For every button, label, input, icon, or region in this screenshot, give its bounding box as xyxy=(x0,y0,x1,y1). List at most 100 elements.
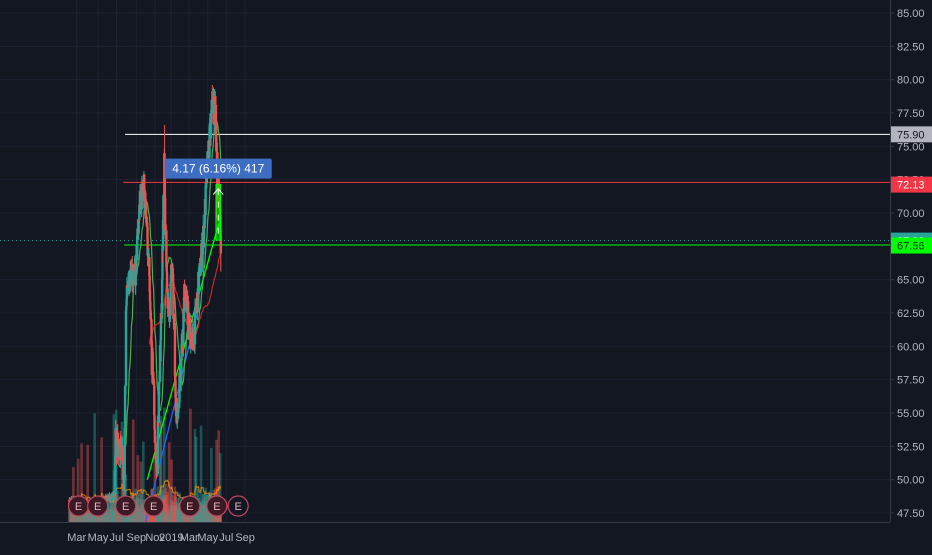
volume-bar xyxy=(80,510,84,522)
candle-body xyxy=(193,309,197,345)
volume-bar xyxy=(131,513,135,522)
volume-bar xyxy=(173,505,177,522)
volume-bar xyxy=(69,506,73,522)
volume-bar xyxy=(68,502,71,522)
earnings-marker-label: E xyxy=(122,501,129,513)
candle-body xyxy=(180,360,183,381)
volume-bar xyxy=(205,509,209,522)
time-axis-label: Sep xyxy=(127,532,147,544)
volume-bar xyxy=(164,509,167,522)
candle-body xyxy=(123,427,126,481)
candle-body xyxy=(137,219,140,234)
price-axis-tick-label: 77.50 xyxy=(897,108,925,120)
volume-bar xyxy=(171,502,175,522)
price-axis-tick-label: 80.00 xyxy=(897,75,925,87)
volume-bar xyxy=(138,508,141,522)
volume-bar xyxy=(100,512,103,522)
earnings-marker-circle[interactable] xyxy=(206,495,228,517)
earnings-marker[interactable]: E xyxy=(206,495,228,517)
volume-bar xyxy=(71,515,75,522)
earnings-marker-label: E xyxy=(75,501,82,513)
earnings-marker-circle[interactable] xyxy=(227,495,249,517)
volume-bar xyxy=(197,509,201,522)
price-axis-tick-label: 57.50 xyxy=(897,375,925,387)
volume-bar xyxy=(200,503,203,522)
candle-body xyxy=(204,185,207,216)
time-axis-label: May xyxy=(88,532,109,544)
candle-body xyxy=(134,259,137,286)
price-axis-tick-label: 52.50 xyxy=(897,441,925,453)
earnings-marker[interactable]: E xyxy=(87,495,109,517)
volume-average-line xyxy=(69,479,221,504)
earnings-marker-circle[interactable] xyxy=(143,495,165,517)
earnings-marker[interactable]: E xyxy=(67,495,90,517)
measure-arrow-head-icon xyxy=(212,187,224,195)
volume-bar xyxy=(82,511,85,522)
volume-bar xyxy=(116,509,120,522)
price-axis-tick-label: 85.00 xyxy=(897,8,925,20)
volume-bar xyxy=(116,512,120,522)
volume-bar xyxy=(167,508,171,522)
candle-body xyxy=(116,432,119,439)
volume-bar xyxy=(85,506,89,522)
price-axis-tick-label: 60.00 xyxy=(897,341,925,353)
earnings-marker-circle[interactable] xyxy=(115,495,137,517)
volume-bar xyxy=(113,507,116,522)
volume-bar xyxy=(195,512,199,522)
volume-bar xyxy=(114,498,117,522)
volume-bar xyxy=(201,506,204,522)
candle-body xyxy=(179,380,182,384)
volume-bar xyxy=(199,501,203,522)
price-axis-tick-label: 82.50 xyxy=(897,41,925,53)
volume-bar xyxy=(145,509,148,522)
candle-body xyxy=(167,300,171,309)
volume-bar xyxy=(138,492,142,522)
volume-bar xyxy=(204,496,207,522)
candle-body xyxy=(127,283,131,294)
candle-body xyxy=(172,316,176,324)
volume-bar xyxy=(101,511,104,522)
measure-box[interactable] xyxy=(215,184,222,241)
volume-bar xyxy=(215,439,218,522)
volume-bar xyxy=(208,506,212,522)
candle-body xyxy=(148,257,151,276)
volume-bar xyxy=(180,505,183,522)
price-axis[interactable]: 85.0082.5080.0077.5075.0072.5070.0065.00… xyxy=(890,8,932,520)
volume-bar xyxy=(104,510,108,522)
earnings-marker[interactable]: E xyxy=(227,495,249,517)
volume-bar xyxy=(202,504,205,522)
earnings-marker-label: E xyxy=(150,501,157,513)
price-axis-tick-label: 50.00 xyxy=(897,475,925,487)
candle-body xyxy=(165,271,169,289)
volume-bar xyxy=(170,459,173,522)
volume-bar xyxy=(167,512,170,522)
volume-bar xyxy=(208,507,212,522)
price-axis-tick-label: 65.00 xyxy=(897,275,925,287)
volume-bar xyxy=(80,443,83,522)
candle-body xyxy=(108,496,112,501)
earnings-marker-circle[interactable] xyxy=(87,495,109,517)
volume-bar xyxy=(169,487,172,522)
volume-bar xyxy=(85,508,88,522)
volume-bar xyxy=(83,507,86,522)
candle-body xyxy=(202,228,205,248)
volume-bar xyxy=(91,510,95,522)
candle-body xyxy=(209,113,213,139)
volume-bar xyxy=(162,407,166,522)
volume-bar xyxy=(97,513,101,522)
earnings-marker[interactable]: E xyxy=(115,495,137,517)
earnings-marker[interactable]: E xyxy=(143,495,165,517)
volume-bar xyxy=(139,461,143,522)
time-axis-label: Nov xyxy=(145,532,165,544)
candle-body xyxy=(145,215,148,223)
candle-body xyxy=(124,310,128,386)
volume-bar xyxy=(98,515,101,522)
earnings-marker-circle[interactable] xyxy=(179,495,201,517)
candle-body xyxy=(199,269,202,276)
earnings-marker[interactable]: E xyxy=(179,495,201,517)
volume-bar xyxy=(105,512,109,522)
price-axis-tick-label: 70.00 xyxy=(897,208,925,220)
